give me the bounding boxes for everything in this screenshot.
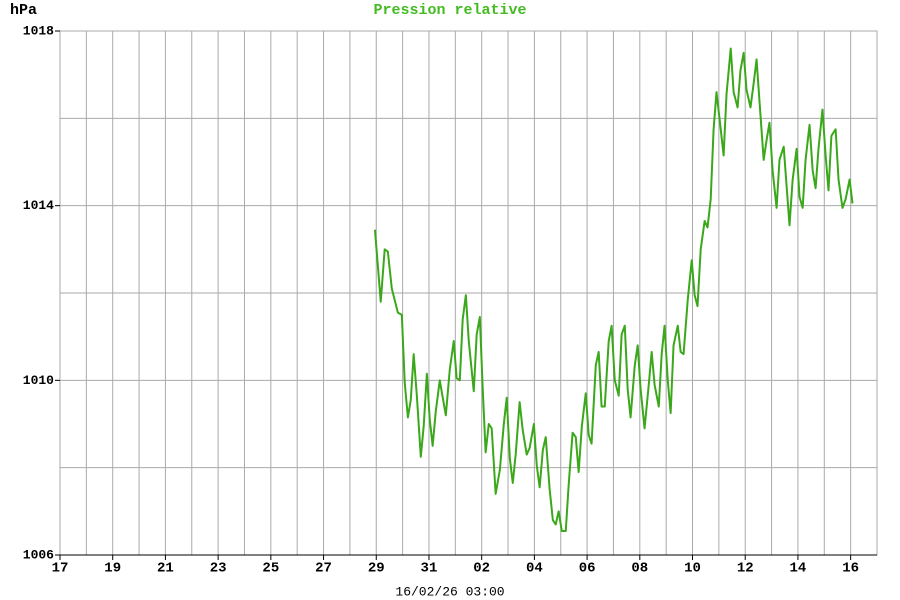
- x-tick-label: 29: [368, 561, 385, 577]
- x-tick-label: 16: [842, 561, 859, 577]
- x-tick-label: 21: [157, 561, 174, 577]
- y-tick-label: 1010: [23, 373, 54, 388]
- x-axis-label: 16/02/26 03:00: [395, 584, 504, 599]
- x-tick-label: 31: [421, 561, 438, 577]
- x-tick-label: 19: [104, 561, 121, 577]
- x-tick-label: 27: [315, 561, 332, 577]
- x-tick-label: 14: [790, 561, 807, 577]
- x-tick-label: 04: [526, 561, 543, 577]
- y-tick-label: 1006: [23, 547, 54, 562]
- x-tick-label: 10: [684, 561, 701, 577]
- y-tick-label: 1018: [23, 23, 54, 38]
- y-axis-label: hPa: [10, 2, 37, 19]
- x-tick-label: 25: [262, 561, 279, 577]
- x-tick-label: 12: [737, 561, 754, 577]
- x-tick-label: 06: [579, 561, 596, 577]
- x-tick-label: 08: [631, 561, 648, 577]
- x-tick-label: 17: [52, 561, 69, 577]
- x-tick-label: 02: [473, 561, 490, 577]
- data-line: [373, 47, 854, 532]
- x-tick-label: 23: [210, 561, 227, 577]
- y-tick-label: 1014: [23, 198, 54, 213]
- chart-title: Pression relative: [373, 2, 526, 19]
